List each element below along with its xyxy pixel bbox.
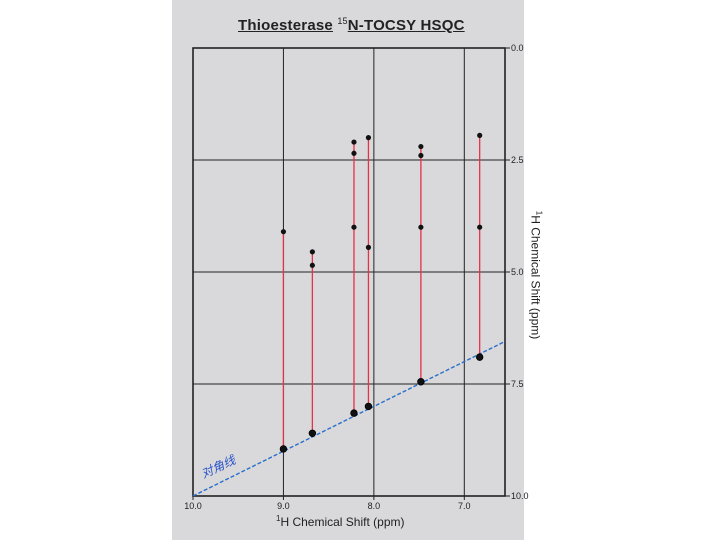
diagonal-peak (308, 429, 317, 437)
x-axis-label-text: H Chemical Shift (ppm) (280, 515, 405, 529)
x-tick-label: 10.0 (184, 501, 202, 511)
diagonal-layer (192, 340, 506, 497)
cross-peak (280, 229, 287, 235)
cross-peak (418, 143, 424, 150)
cross-peak (477, 132, 483, 138)
title-superscript: 15 (337, 16, 348, 26)
diagonal-peak (364, 402, 373, 411)
title-main: Thioesterase (238, 17, 333, 34)
diagonal-line (192, 340, 506, 497)
x-tick-label: 7.0 (458, 501, 471, 511)
strip-layer (282, 133, 481, 449)
diagonal-peak (279, 445, 288, 453)
cross-peak (418, 224, 424, 230)
x-tick-label: 8.0 (368, 501, 381, 511)
peak-layer (279, 132, 484, 453)
cross-peak (309, 262, 315, 268)
tick-layer: 10.0 9.0 8.0 7.0 0.0 2.5 5.0 7.5 10.0 (184, 43, 528, 511)
cross-peak (351, 150, 357, 156)
y-tick-label: 0.0 (511, 43, 524, 53)
y-axis-label-text: H Chemical Shift (ppm) (528, 215, 543, 340)
cross-peak (351, 224, 357, 230)
y-tick-label: 5.0 (511, 267, 524, 277)
cross-peak (477, 224, 483, 230)
y-tick-label: 2.5 (511, 155, 524, 165)
title-rest: N-TOCSY HSQC (347, 17, 465, 34)
x-tick-label: 9.0 (277, 501, 290, 511)
cross-peak (418, 152, 424, 159)
grid-layer (192, 47, 506, 497)
chart-paper-background (172, 0, 524, 540)
x-axis-label-sup: 1 (276, 514, 281, 523)
cross-peak (365, 135, 372, 141)
diagonal-peak (475, 353, 484, 361)
y-axis-label: 1H Chemical Shift (ppm) (529, 211, 544, 339)
x-axis-label: 1H Chemical Shift (ppm) (276, 514, 404, 529)
cross-peak (351, 139, 357, 145)
y-tick-label: 10.0 (511, 491, 529, 501)
diagonal-peak (350, 409, 358, 417)
y-tick-label: 7.5 (511, 379, 524, 389)
cross-peak (309, 249, 315, 255)
cross-peak (365, 244, 372, 250)
diagonal-peak (417, 378, 425, 386)
chart-title: Thioesterase 15N-TOCSY HSQC (238, 16, 465, 34)
